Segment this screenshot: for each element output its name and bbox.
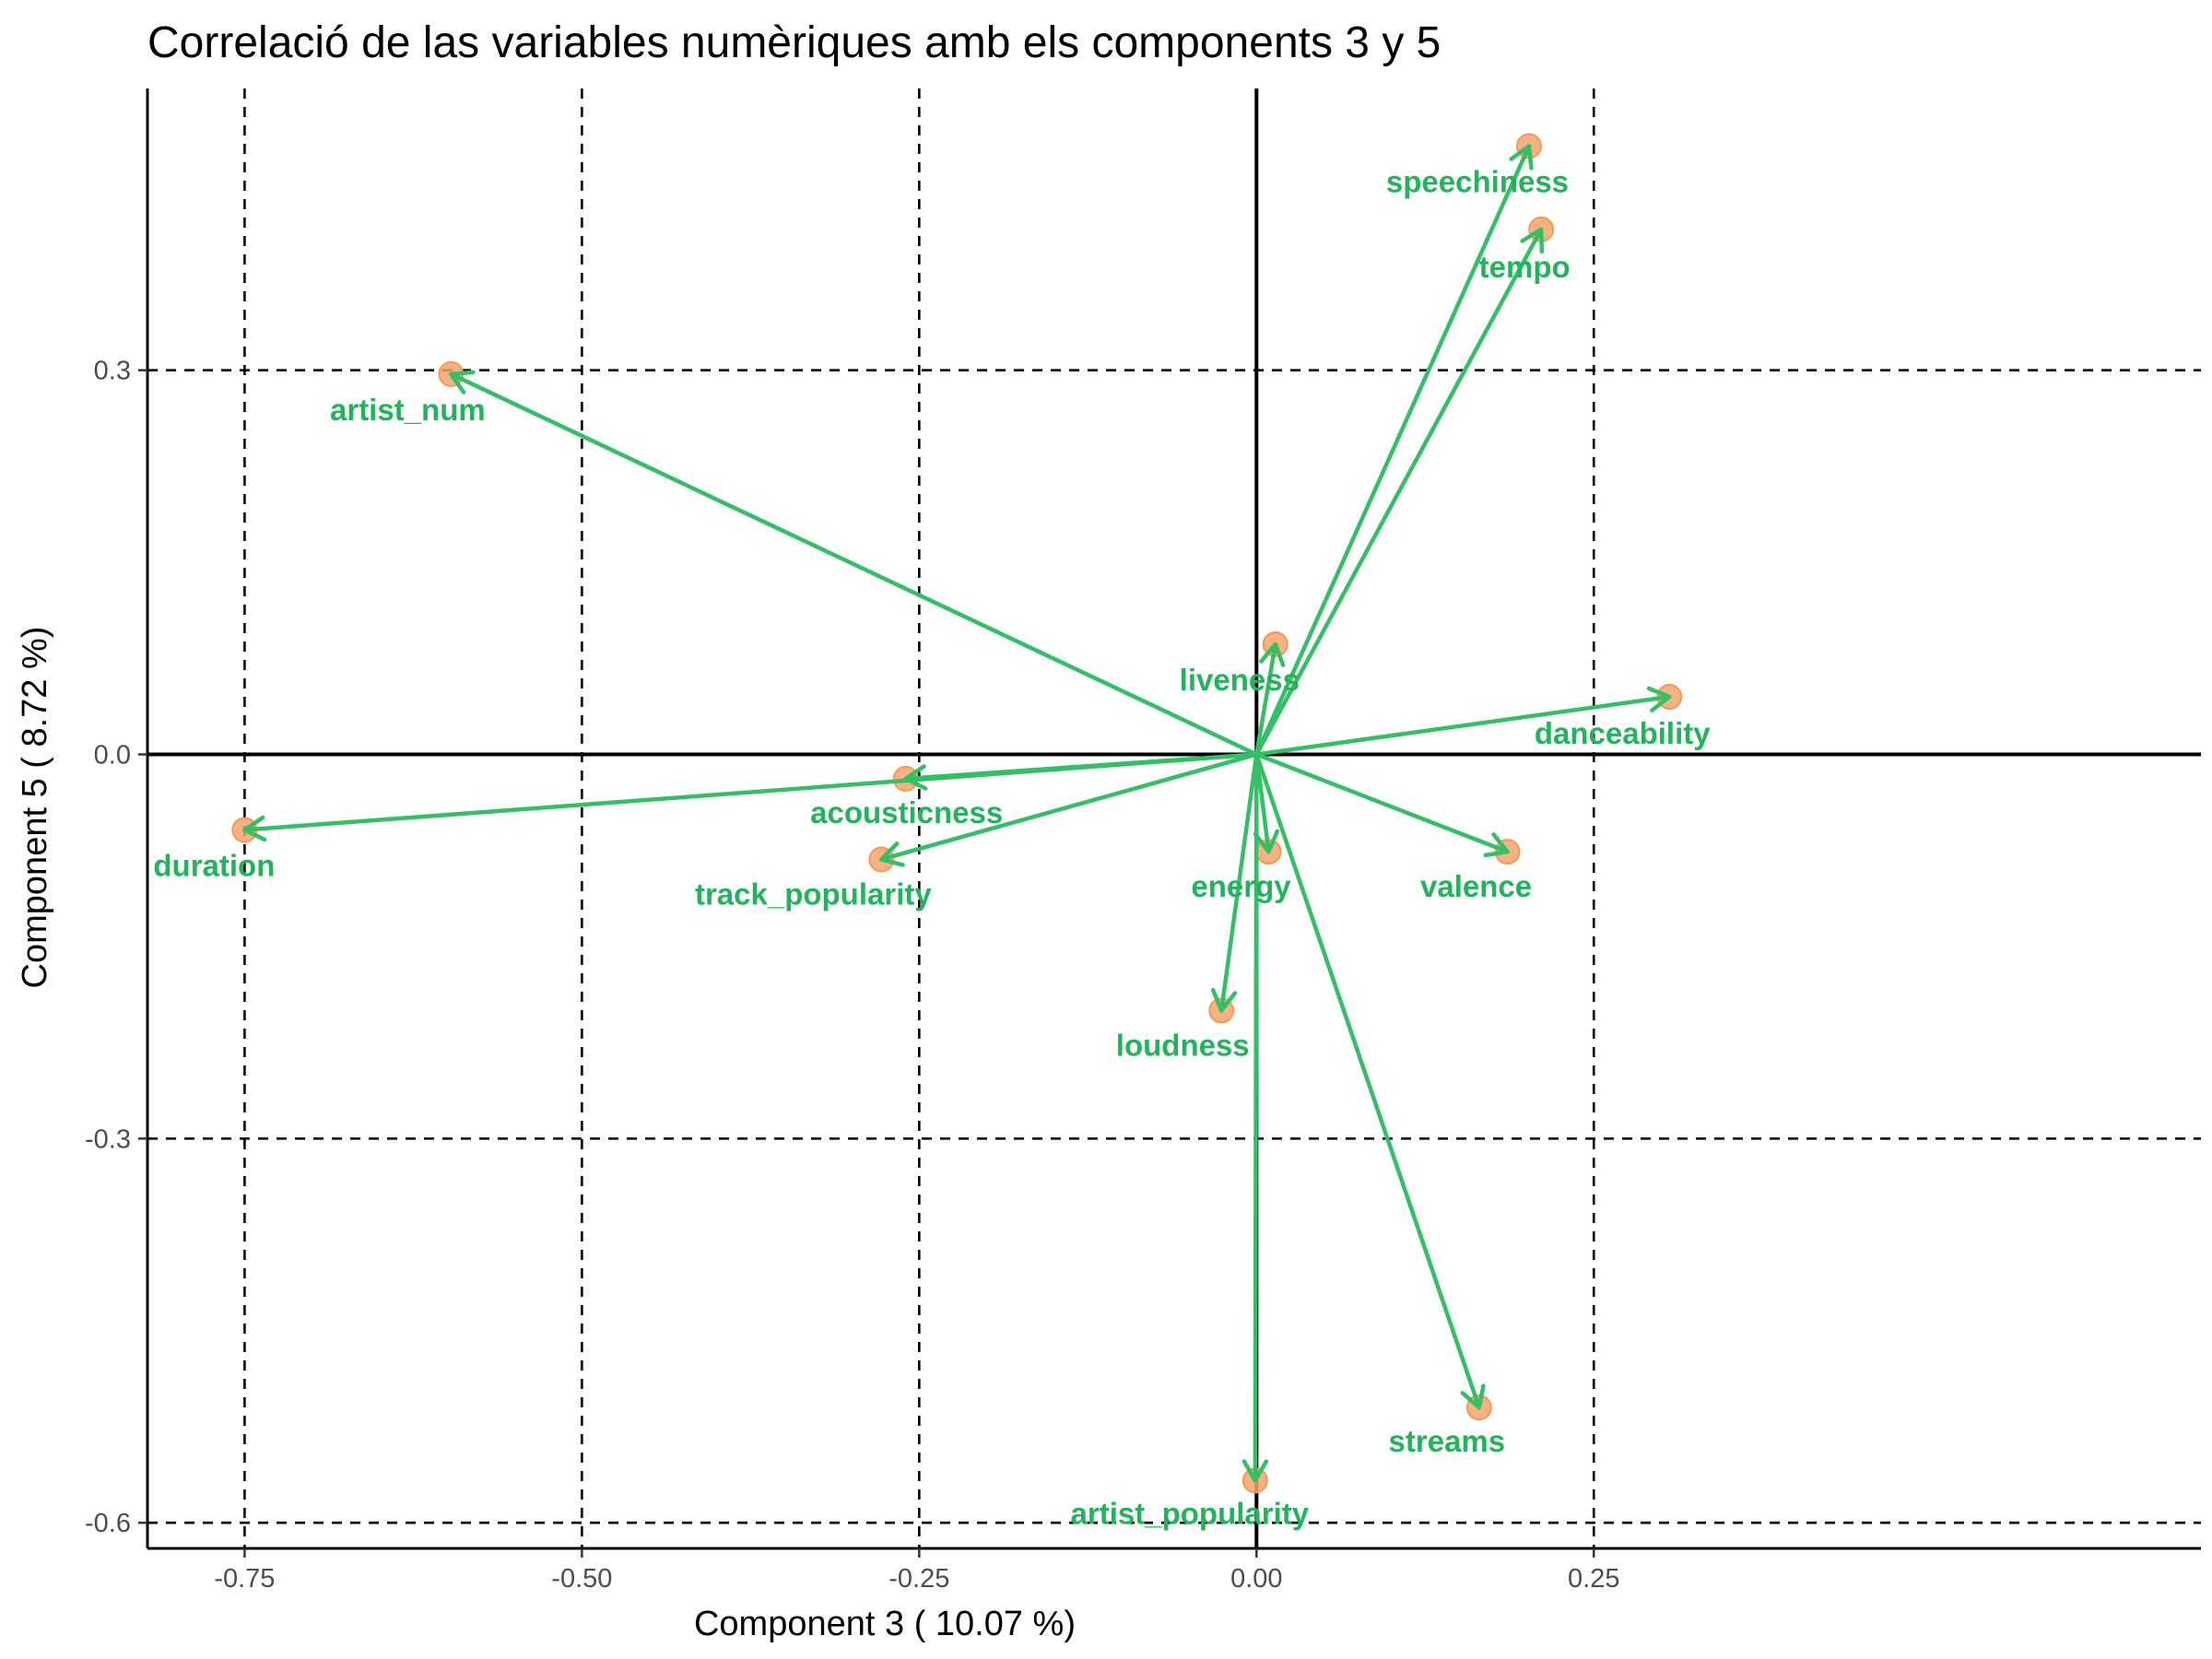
arrowhead-tempo (1520, 227, 1545, 254)
arrowhead-danceability (1646, 686, 1672, 713)
x-tick-label: 0.25 (1568, 1564, 1619, 1594)
label-tempo: tempo (1479, 250, 1571, 284)
y-tick-label: -0.6 (85, 1509, 131, 1538)
label-energy: energy (1191, 869, 1291, 903)
variable-arrows (242, 144, 1672, 1483)
arrowhead-energy (1253, 829, 1280, 854)
arrow-loudness (1219, 754, 1259, 1011)
arrowhead-track_popularity (879, 841, 905, 867)
arrow-valence (1255, 752, 1509, 854)
x-tick-label: -0.25 (888, 1564, 949, 1594)
arrow-speechiness (1254, 145, 1532, 756)
arrowhead-loudness (1210, 987, 1238, 1013)
y-tick-label: 0.0 (94, 741, 131, 771)
arrow-danceability (1255, 694, 1670, 757)
label-track_popularity: track_popularity (695, 877, 932, 911)
arrowhead-valence (1483, 832, 1510, 858)
label-artist_popularity: artist_popularity (1071, 1496, 1310, 1530)
y-axis-ticks: 0.3 0.0 -0.3 -0.6 (85, 357, 147, 1538)
grid-lines (147, 88, 2201, 1548)
x-tick-label: -0.50 (551, 1564, 612, 1594)
arrow-duration (244, 752, 1257, 832)
label-duration: duration (153, 849, 275, 883)
zero-axes (147, 88, 2201, 1548)
y-axis-title: Component 5 ( 8.72 %) (16, 627, 54, 989)
arrow-track_popularity (880, 752, 1257, 862)
arrowhead-artist_num (449, 370, 476, 394)
label-artist_num: artist_num (330, 393, 486, 427)
arrow-artist_num (450, 371, 1258, 757)
y-tick-label: -0.3 (85, 1124, 131, 1154)
label-danceability: danceability (1535, 716, 1711, 750)
x-tick-label: 0.00 (1230, 1564, 1282, 1594)
arrowhead-streams (1460, 1383, 1486, 1410)
axis-frame (146, 88, 2201, 1550)
arrow-liveness (1254, 643, 1278, 755)
y-tick-label: 0.3 (94, 357, 131, 386)
x-tick-label: -0.75 (214, 1564, 275, 1594)
chart-title: Correlació de las variables numèriques a… (147, 18, 1441, 67)
label-valence: valence (1420, 869, 1532, 903)
label-speechiness: speechiness (1386, 165, 1569, 199)
arrowhead-duration (242, 815, 267, 842)
arrow-artist_popularity (1253, 754, 1259, 1481)
arrowhead-liveness (1259, 641, 1286, 667)
arrowhead-artist_popularity (1241, 1459, 1269, 1483)
arrow-tempo (1254, 228, 1544, 756)
label-acousticness: acousticness (810, 795, 1003, 830)
arrowhead-speechiness (1509, 144, 1534, 171)
label-loudness: loudness (1116, 1028, 1250, 1062)
x-axis-title: Component 3 ( 10.07 %) (694, 1605, 1076, 1643)
x-axis-ticks: -0.75 -0.50 -0.25 0.00 0.25 (214, 1548, 1619, 1594)
arrow-streams (1254, 753, 1481, 1408)
label-streams: streams (1389, 1424, 1506, 1458)
label-liveness: liveness (1180, 663, 1300, 697)
variable-labels: speechiness tempo artist_num liveness dancea… (153, 165, 1711, 1531)
